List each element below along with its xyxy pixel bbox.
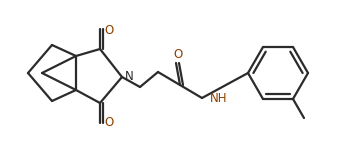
Text: O: O: [104, 116, 114, 128]
Text: NH: NH: [210, 93, 227, 106]
Text: O: O: [104, 23, 114, 37]
Text: N: N: [125, 69, 134, 83]
Text: O: O: [173, 48, 183, 60]
